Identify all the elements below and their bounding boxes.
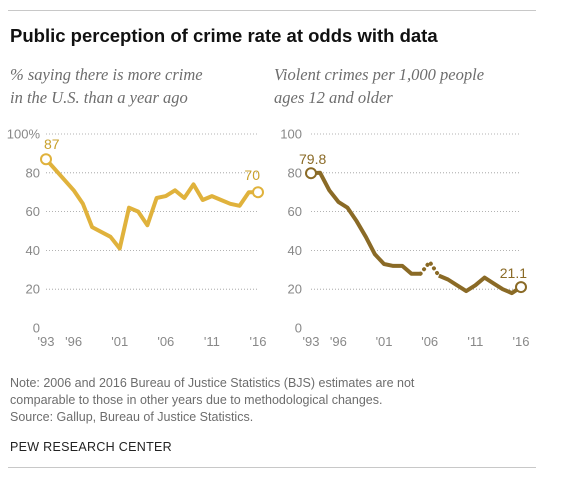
left-x-tick-label: '93 (38, 334, 55, 349)
left-x-tick-label: '11 (204, 334, 220, 349)
right-x-tick-label: '16 (513, 334, 530, 349)
left-data-label: 70 (244, 167, 260, 183)
left-data-label: 87 (44, 136, 60, 152)
bottom-rule (8, 467, 536, 468)
left-y-tick-label: 0 (33, 321, 40, 336)
right-y-tick-label: 80 (288, 165, 302, 180)
left-subtitle: % saying there is more crime in the U.S.… (10, 63, 270, 109)
right-x-tick-label: '06 (421, 334, 438, 349)
left-line-chart: 100% 80 60 40 20 0'93 '96 '01 '06 '11 '16 87 70 (7, 127, 267, 350)
left-y-tick-label: 100% (7, 127, 41, 142)
right-y-tick-label: 20 (288, 282, 302, 297)
right-y-tick-label: 40 (288, 243, 302, 258)
right-start-marker (305, 167, 317, 180)
right-series-line (310, 170, 421, 276)
brand-label: PEW RESEARCH CENTER (10, 440, 172, 454)
right-x-tick-label: '01 (376, 334, 393, 349)
note-line-1: Note: 2006 and 2016 Bureau of Justice St… (10, 376, 415, 390)
right-series-line (438, 273, 523, 296)
right-y-tick-label: 60 (288, 204, 302, 219)
right-subtitle-line-1: Violent crimes per 1,000 people (274, 65, 485, 84)
left-y-tick-label: 60 (26, 204, 40, 219)
right-line-chart: 100 80 60 40 20 0'93 '96 '01 '06 '11 '16 79.8 21.1 (280, 127, 530, 350)
right-subtitle-line-2: ages 12 and older (274, 88, 393, 107)
right-series-line-dotted (418, 260, 441, 278)
note-line-2: comparable to those in other years due t… (10, 393, 383, 407)
right-data-label: 21.1 (500, 265, 527, 281)
right-data-label: 79.8 (299, 151, 326, 167)
left-x-tick-label: '06 (157, 334, 174, 349)
left-x-tick-label: '96 (65, 334, 82, 349)
right-x-tick-label: '93 (303, 334, 320, 349)
right-end-marker (515, 281, 527, 294)
chart-title: Public perception of crime rate at odds … (10, 25, 438, 46)
left-subtitle-line-1: % saying there is more crime (10, 65, 203, 84)
left-y-tick-label: 80 (26, 165, 40, 180)
left-y-tick-label: 20 (26, 282, 40, 297)
right-y-tick-label: 100 (280, 127, 302, 142)
left-x-tick-label: '16 (250, 334, 267, 349)
left-subtitle-line-2: in the U.S. than a year ago (10, 88, 188, 107)
left-end-marker (252, 186, 264, 199)
source-line: Source: Gallup, Bureau of Justice Statis… (10, 410, 254, 424)
left-start-marker (40, 153, 52, 166)
right-subtitle: Violent crimes per 1,000 people ages 12 … (274, 63, 534, 109)
left-x-tick-label: '01 (111, 334, 128, 349)
chart-note: Note: 2006 and 2016 Bureau of Justice St… (10, 375, 540, 426)
left-series-line (44, 157, 258, 251)
top-rule (8, 10, 536, 11)
right-x-tick-label: '11 (467, 334, 483, 349)
right-x-tick-label: '96 (330, 334, 347, 349)
right-y-tick-label: 0 (295, 321, 302, 336)
left-y-tick-label: 40 (26, 243, 40, 258)
